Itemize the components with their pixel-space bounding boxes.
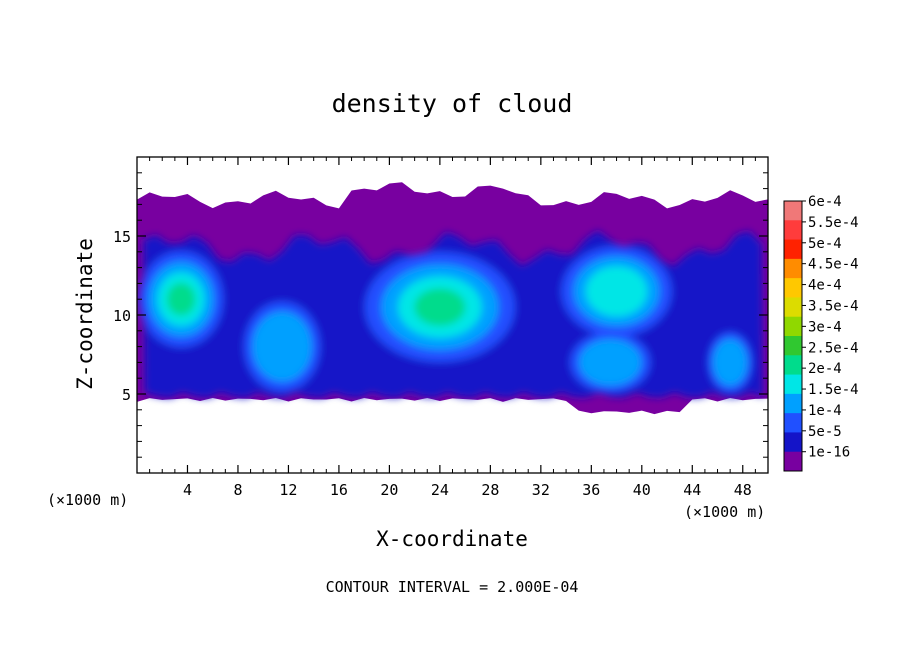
colorbar-swatch	[784, 278, 802, 298]
y-tick-label: 10	[113, 307, 131, 325]
x-tick-label: 8	[233, 481, 242, 499]
cloud-core-level	[585, 266, 648, 317]
cloud-interior	[139, 230, 763, 398]
colorbar-label: 3e-4	[808, 319, 842, 335]
x-tick-label: 24	[431, 481, 449, 499]
colorbar-swatch	[784, 393, 802, 414]
colorbar-label: 1e-4	[808, 403, 842, 419]
colorbar-swatch	[784, 239, 802, 260]
x-tick-label: 40	[633, 481, 651, 499]
colorbar-label: 5e-5	[808, 424, 842, 440]
colorbar-label: 4e-4	[808, 278, 842, 294]
colorbar-swatch	[784, 201, 802, 221]
colorbar-label: 2.5e-4	[808, 340, 859, 356]
y-tick-label: 5	[122, 386, 131, 404]
x-tick-label: 4	[183, 481, 192, 499]
colorbar-swatch	[784, 451, 802, 472]
colorbar-swatch	[784, 336, 802, 356]
y-tick-label: 15	[113, 228, 131, 246]
colorbar-label: 3.5e-4	[808, 298, 859, 314]
x-tick-label: 12	[279, 481, 297, 499]
cloud-core-level	[252, 311, 312, 382]
cloud-core-level	[414, 288, 466, 326]
colorbar-swatch	[784, 432, 802, 453]
x-unit-left: (×1000 m)	[47, 491, 128, 509]
colorbar-label: 1e-16	[808, 445, 850, 461]
colorbar-label: 5e-4	[808, 236, 842, 252]
colorbar-swatch	[784, 413, 802, 433]
y-axis-title: Z-coordinate	[73, 238, 97, 390]
colorbar-swatch	[784, 220, 802, 241]
colorbar-swatch	[784, 374, 802, 395]
x-tick-label: 20	[380, 481, 398, 499]
contour-interval-note: CONTOUR INTERVAL = 2.000E-04	[326, 578, 579, 596]
x-tick-label: 44	[683, 481, 701, 499]
cloud-core-level	[579, 339, 642, 386]
x-tick-label: 36	[582, 481, 600, 499]
colorbar-swatch	[784, 355, 802, 376]
colorbar-label: 5.5e-4	[808, 215, 859, 231]
y-axis: 5 10 15	[113, 172, 768, 458]
colorbar: 6e-4 5.5e-4 5e-4 4.5e-4 4e-4 3.5e-4 3e-4 2.5e-4…	[783, 194, 859, 472]
cloud-core-level	[712, 339, 748, 386]
x-axis: 4 8 12 16 20 24 28 32 36 40 44 48	[149, 157, 756, 499]
colorbar-label: 2e-4	[808, 361, 842, 377]
x-tick-label: 16	[330, 481, 348, 499]
colorbar-frame	[783, 200, 803, 472]
x-unit-right: (×1000 m)	[684, 503, 765, 521]
colorbar-label: 6e-4	[808, 194, 842, 210]
x-tick-label: 28	[481, 481, 499, 499]
x-tick-label: 32	[532, 481, 550, 499]
colorbar-swatch	[784, 258, 802, 279]
cloud-density-field	[137, 182, 768, 415]
cloud-core-level	[166, 282, 196, 316]
colorbar-label: 1.5e-4	[808, 382, 859, 398]
x-axis-title: X-coordinate	[376, 527, 528, 551]
colorbar-swatch	[784, 316, 802, 337]
chart-title: density of cloud	[332, 89, 573, 118]
x-tick-label: 48	[734, 481, 752, 499]
colorbar-swatch	[784, 297, 802, 318]
colorbar-label: 4.5e-4	[808, 257, 859, 273]
